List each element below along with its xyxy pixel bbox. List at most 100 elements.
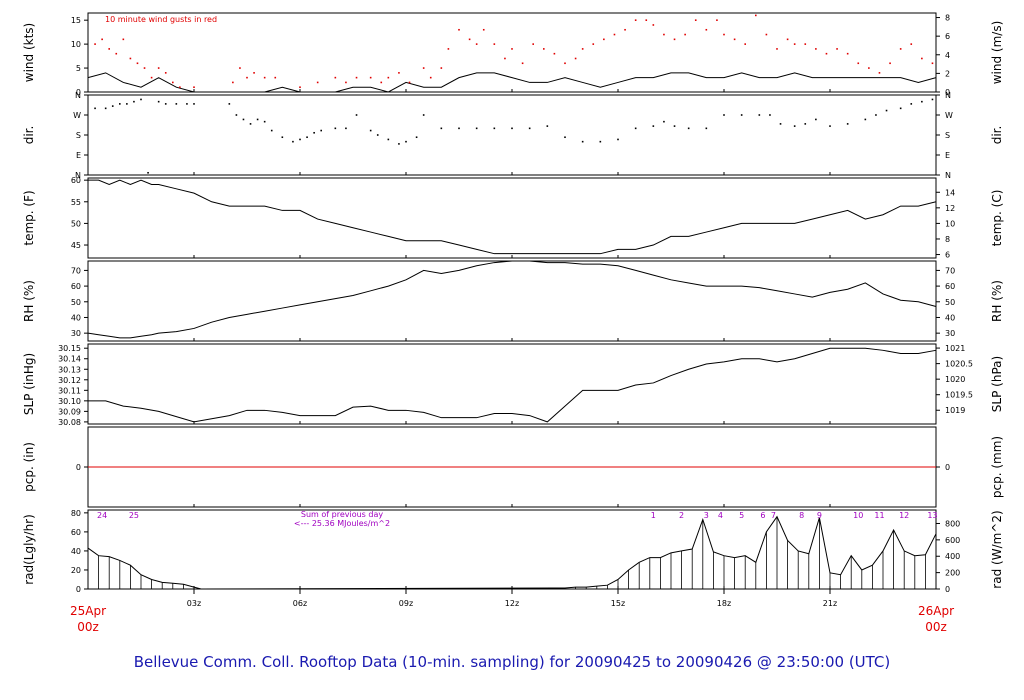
- x-axis-tick-label: 09z: [399, 599, 413, 608]
- rad-hour-label: 12: [899, 511, 909, 520]
- rad-left-tick-label: 20: [71, 566, 81, 575]
- x-axis-tick-label: 15z: [611, 599, 625, 608]
- wind-data-point: [239, 67, 241, 69]
- dir-data-point: [740, 114, 743, 116]
- slp-series-line: [88, 347, 937, 423]
- chart-footer-title: Bellevue Comm. Coll. Rooftop Data (10-mi…: [134, 653, 891, 671]
- temp-ylabel-left: temp. (F): [22, 190, 36, 245]
- rh-ylabel-right: RH (%): [990, 280, 1004, 322]
- wind-right-tick-label: 8: [945, 14, 950, 23]
- rh-series-line: [87, 260, 937, 339]
- dir-data-point: [864, 118, 867, 121]
- rad-right-tick-label: 400: [945, 552, 960, 561]
- slp-ylabel-right: SLP (hPa): [990, 356, 1004, 412]
- wind-data-point: [345, 81, 347, 84]
- dir-data-point: [355, 114, 358, 116]
- dir-left-tick-label: N: [75, 171, 81, 180]
- x-axis-tick-label: 03z: [187, 599, 201, 608]
- wind-data-point: [645, 19, 648, 21]
- wind-data-point: [164, 72, 167, 74]
- wind-data-point: [129, 57, 132, 60]
- dir-data-point: [546, 125, 549, 127]
- rad-hour-label: 9: [817, 511, 822, 520]
- temp-right-tick-label: 10: [945, 219, 955, 228]
- wind-data-point: [815, 48, 817, 50]
- dir-right-tick-label: S: [945, 131, 950, 140]
- wind-data-point: [232, 81, 234, 84]
- rh-left-tick-label: 50: [71, 298, 81, 307]
- temp-left-tick-label: 45: [71, 241, 81, 250]
- rh-panel-frame: [87, 260, 937, 342]
- dir-data-point: [415, 136, 418, 139]
- wind-data-point: [684, 33, 686, 36]
- wind-data-point: [716, 19, 718, 21]
- wind-data-point: [369, 76, 372, 79]
- rh-right-tick-label: 60: [945, 282, 955, 291]
- wind-data-point: [422, 67, 425, 69]
- slp-left-tick-label: 30.15: [58, 344, 81, 353]
- dir-data-point: [921, 100, 923, 103]
- rad-hour-label: 1: [651, 511, 656, 520]
- dir-data-point: [564, 136, 566, 139]
- rad-hour-label: 13: [927, 511, 937, 520]
- dir-data-point: [846, 123, 849, 125]
- slp-left-tick-label: 30.12: [58, 376, 81, 385]
- wind-right-tick-label: 6: [945, 32, 950, 41]
- rad-right-tick-label: 800: [945, 519, 960, 528]
- dir-data-point: [723, 114, 725, 116]
- wind-data-point: [193, 86, 195, 89]
- wind-data-point: [793, 43, 796, 45]
- dir-left-tick-label: E: [76, 151, 81, 160]
- wind-data-point: [723, 33, 725, 36]
- wind-data-point: [108, 48, 110, 50]
- wind-data-point: [673, 38, 676, 41]
- wind-data-point: [755, 14, 757, 17]
- x-axis-tick-label: 21z: [823, 599, 837, 608]
- wind-data-point: [899, 48, 902, 50]
- wind-data-point: [581, 48, 584, 50]
- rad-ylabel-right: rad (W/m^2): [990, 510, 1004, 588]
- dir-data-point: [829, 125, 831, 127]
- wind-ylabel-left: wind (kts): [22, 23, 36, 82]
- wind-data-point: [274, 76, 277, 79]
- dir-data-point: [140, 98, 142, 101]
- wind-data-point: [733, 38, 736, 41]
- wind-left-tick-label: 5: [76, 64, 81, 73]
- wind-right-tick-label: 4: [945, 51, 950, 60]
- dir-data-point: [634, 127, 637, 130]
- rad-hour-label: 10: [853, 511, 863, 520]
- wind-data-point: [857, 62, 860, 65]
- wind-data-point: [475, 43, 478, 45]
- wind-data-point: [94, 43, 96, 45]
- wind-data-point: [592, 43, 595, 45]
- dir-data-point: [511, 127, 513, 130]
- wind-data-point: [398, 72, 400, 74]
- rad-hour-label: 11: [874, 511, 884, 520]
- rad-right-tick-label: 200: [945, 569, 960, 578]
- slp-ylabel-left: SLP (inHg): [22, 353, 36, 415]
- slp-right-tick-label: 1020: [945, 375, 965, 384]
- dir-data-point: [376, 134, 379, 136]
- dir-right-tick-label: N: [945, 91, 951, 100]
- wind-data-point: [744, 43, 746, 45]
- wind-left-tick-label: 0: [76, 88, 81, 97]
- wind-right-tick-label: 0: [945, 88, 950, 97]
- slp-left-tick-label: 30.10: [58, 397, 81, 406]
- wind-data-point: [694, 19, 697, 21]
- dir-data-point: [313, 131, 315, 134]
- wind-data-point: [846, 52, 849, 55]
- slp-panel-frame: [87, 343, 937, 425]
- wind-data-point: [634, 19, 637, 21]
- dir-data-point: [458, 127, 460, 130]
- wind-data-point: [878, 72, 881, 74]
- wind-data-point: [825, 52, 828, 55]
- temp-right-tick-label: 12: [945, 204, 955, 213]
- rad-sum-label: Sum of previous day: [301, 510, 383, 519]
- rad-left-tick-label: 60: [71, 528, 81, 537]
- wind-data-point: [910, 43, 913, 45]
- dir-data-point: [369, 129, 372, 132]
- wind-data-point: [482, 28, 485, 31]
- rad-left-tick-label: 80: [71, 509, 81, 518]
- dir-data-point: [493, 127, 496, 130]
